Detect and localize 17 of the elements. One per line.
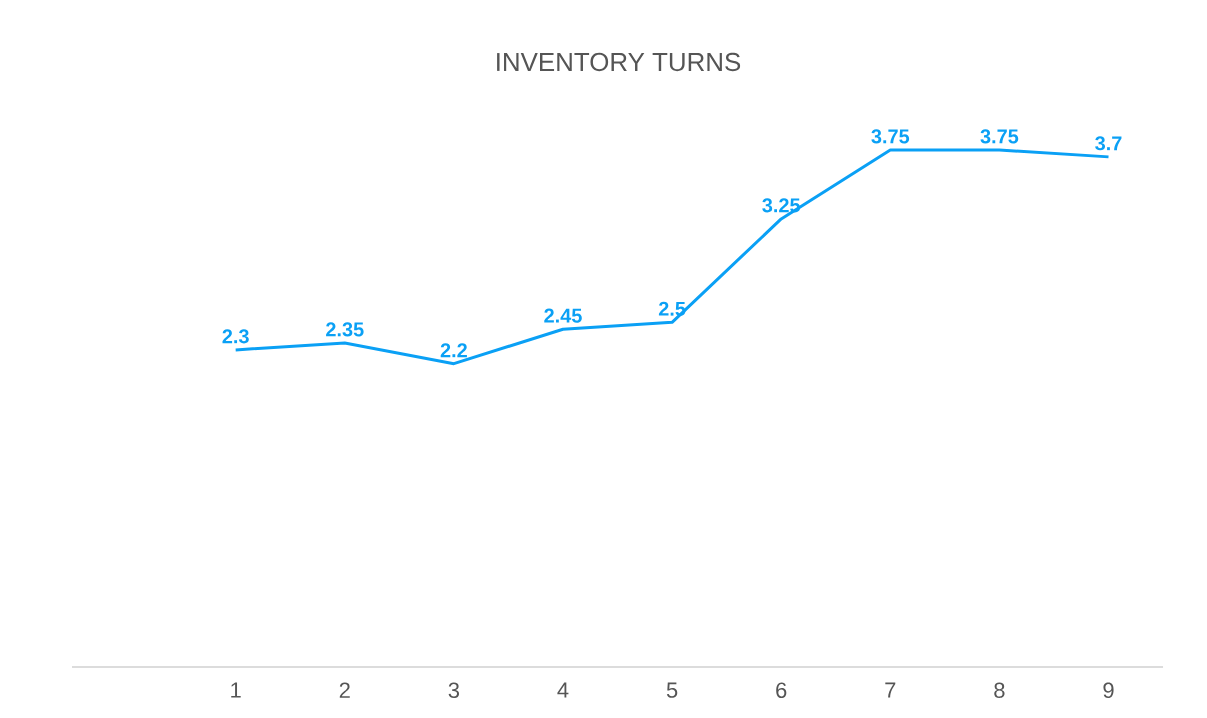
x-tick-label: 4 bbox=[557, 682, 569, 698]
x-tick-label: 1 bbox=[231, 682, 241, 698]
x-tick-label: 2 bbox=[339, 682, 350, 698]
x-tick-label: 5 bbox=[666, 682, 678, 698]
chart-title: INVENTORY TURNS bbox=[497, 52, 741, 72]
x-tick-label: 9 bbox=[1103, 682, 1114, 699]
data-label: 3.7 bbox=[1095, 136, 1122, 151]
data-label: 3.75 bbox=[871, 129, 910, 144]
data-label: 2.2 bbox=[440, 343, 467, 358]
x-tick-label: 3 bbox=[448, 682, 460, 699]
data-label: 2.3 bbox=[222, 329, 249, 344]
x-tick-label: 7 bbox=[885, 682, 896, 698]
x-tick-label: 6 bbox=[776, 682, 787, 699]
data-label: 3.75 bbox=[980, 129, 1019, 144]
data-label: 2.45 bbox=[544, 308, 582, 323]
x-tick-label: 8 bbox=[994, 682, 1005, 699]
data-label: 2.35 bbox=[326, 322, 364, 337]
